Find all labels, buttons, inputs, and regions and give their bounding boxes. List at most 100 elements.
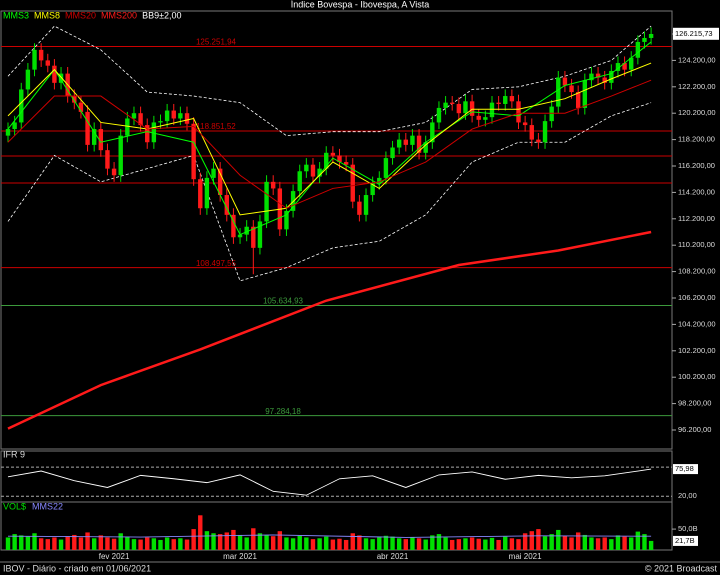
- volume-bar: [330, 539, 336, 550]
- candle-body: [569, 85, 574, 93]
- legend-entry: BB9±2,00: [142, 10, 181, 20]
- volume-bar: [317, 538, 322, 550]
- volume-bar: [569, 537, 574, 550]
- volume-bar: [198, 515, 203, 550]
- y-tick-label: 102.200,00: [678, 346, 716, 355]
- volume-bar: [615, 535, 621, 550]
- volume-ma-name: MMS22: [32, 501, 63, 511]
- candle-body: [264, 181, 269, 222]
- candle-body: [91, 129, 97, 145]
- candle-body: [38, 49, 44, 61]
- rsi-current-box: [673, 464, 698, 475]
- candle-body: [556, 77, 561, 107]
- candle-body: [609, 70, 614, 83]
- candle-body: [483, 117, 488, 120]
- volume-panel: [0, 501, 673, 551]
- volume-bar: [575, 532, 581, 550]
- volume-bar: [377, 537, 382, 550]
- candle-body: [403, 139, 408, 145]
- candle-body: [629, 57, 634, 70]
- volume-bar: [450, 539, 455, 550]
- candle-body: [615, 63, 621, 71]
- candle-body: [158, 121, 163, 123]
- volume-bar: [496, 539, 501, 550]
- ma200-line: [7, 230, 652, 430]
- volume-bar: [118, 533, 123, 550]
- volume-bar: [357, 535, 362, 550]
- volume-bar: [542, 536, 548, 550]
- last-price-label: 126.215,73: [675, 29, 713, 38]
- level-label: 108.497,55: [196, 259, 237, 268]
- bollinger-upper: [7, 25, 652, 137]
- volume-bar: [469, 537, 475, 550]
- volume-bar: [549, 534, 554, 550]
- volume-bar: [642, 534, 647, 550]
- y-tick-label: 96.200,00: [678, 425, 711, 434]
- candle-body: [310, 164, 316, 177]
- candle-body: [164, 110, 170, 122]
- volume-bar: [151, 538, 157, 550]
- volume-bar: [430, 535, 435, 550]
- candle-body: [595, 73, 601, 78]
- candle-body: [304, 164, 309, 172]
- volume-bar: [244, 537, 249, 550]
- volume-bar: [516, 539, 521, 550]
- volume-bar: [297, 535, 302, 550]
- candle-body: [32, 49, 37, 70]
- x-tick-label: abr 2021: [377, 552, 409, 561]
- y-tick-label: 124.200,00: [678, 55, 716, 64]
- candle-body: [25, 69, 31, 90]
- volume-bar: [91, 538, 97, 550]
- volume-bar: [522, 533, 528, 550]
- candle-body: [529, 125, 534, 140]
- volume-bar: [217, 534, 223, 550]
- candle-body: [85, 111, 90, 145]
- rsi-current-label: 75,98: [675, 464, 694, 473]
- volume-bar: [264, 535, 269, 550]
- volume-bar: [131, 539, 137, 550]
- volume-bar: [5, 537, 11, 550]
- candle-body: [217, 168, 223, 196]
- candle-body: [430, 122, 435, 143]
- y-tick-label: 108.200,00: [678, 267, 716, 276]
- candle-body: [582, 80, 588, 108]
- volume-bar: [383, 535, 389, 550]
- candle-body: [330, 152, 336, 156]
- volume-bar: [25, 536, 31, 550]
- volume-bar: [476, 538, 481, 550]
- volume-bar: [443, 537, 448, 550]
- candle-body: [12, 122, 17, 130]
- volume-bar: [629, 537, 634, 550]
- candle-body: [125, 118, 130, 136]
- candle-body: [297, 171, 302, 192]
- volume-bar: [38, 538, 44, 550]
- candle-body: [469, 101, 475, 116]
- y-tick-label: 120.200,00: [678, 108, 716, 117]
- volume-bar: [158, 539, 163, 550]
- price-panel: [0, 10, 673, 450]
- volume-bar: [45, 539, 50, 550]
- moving-average: [7, 62, 652, 216]
- volume-bar: [224, 532, 229, 550]
- y-tick-label: 20,00: [678, 491, 697, 500]
- rsi-title: IFR 9: [3, 449, 25, 459]
- volume-bar: [32, 533, 37, 550]
- candle-body: [105, 150, 110, 169]
- candle-body: [476, 115, 481, 120]
- candle-body: [244, 226, 249, 235]
- candle-body: [383, 158, 389, 178]
- last-price-box: [673, 27, 719, 40]
- volume-bar: [52, 537, 57, 550]
- volume-bar: [204, 531, 210, 550]
- volume-bar: [277, 531, 283, 550]
- volume-current-label: 21,7B: [675, 536, 695, 545]
- volume-bar: [191, 529, 196, 550]
- candle-body: [357, 201, 362, 215]
- candle-body: [522, 122, 528, 126]
- candle-body: [536, 139, 541, 143]
- chart-title: Índice Bovespa - Ibovespa, A Vista: [291, 0, 429, 9]
- volume-bar: [105, 537, 110, 550]
- x-tick-label: mai 2021: [509, 552, 542, 561]
- candle-body: [224, 195, 229, 215]
